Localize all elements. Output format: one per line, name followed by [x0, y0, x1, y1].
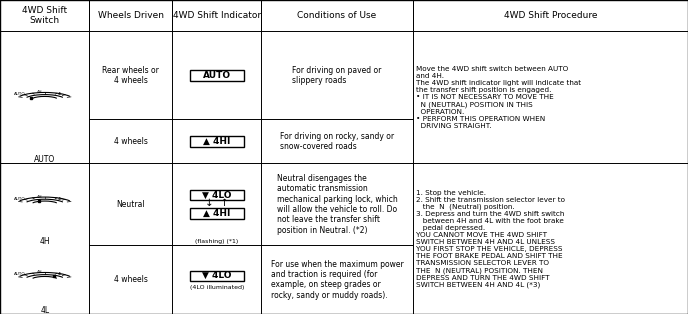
- Text: 4L: 4L: [58, 272, 63, 276]
- Text: Conditions of Use: Conditions of Use: [297, 11, 377, 20]
- Text: Wheels Driven: Wheels Driven: [98, 11, 164, 20]
- Text: (flashing) (*1): (flashing) (*1): [195, 239, 238, 244]
- Text: ▲ 4HI: ▲ 4HI: [203, 209, 230, 218]
- Text: AUTO: AUTO: [203, 71, 230, 80]
- Text: 4H: 4H: [36, 270, 42, 274]
- Text: ▼ 4LO: ▼ 4LO: [202, 271, 231, 280]
- Bar: [190, 70, 244, 81]
- Text: 4H: 4H: [36, 195, 42, 198]
- Text: Neutral disengages the
automatic transmission
mechanical parking lock, which
wil: Neutral disengages the automatic transmi…: [277, 174, 398, 235]
- Text: (4LO illuminated): (4LO illuminated): [189, 285, 244, 290]
- Text: AUTO: AUTO: [14, 272, 25, 276]
- Text: For driving on paved or
slippery roads: For driving on paved or slippery roads: [292, 66, 382, 85]
- Text: 4L: 4L: [58, 197, 63, 201]
- Text: 4H: 4H: [36, 90, 42, 94]
- Text: ▲ 4HI: ▲ 4HI: [203, 137, 230, 146]
- Bar: [190, 208, 244, 219]
- Text: 4WD Shift
Switch: 4WD Shift Switch: [22, 6, 67, 25]
- Text: 4L: 4L: [58, 92, 63, 96]
- Bar: [0, 0, 89, 31]
- Bar: [89, 0, 172, 31]
- Bar: [413, 0, 688, 31]
- Bar: [190, 270, 244, 281]
- Text: For use when the maximum power
and traction is required (for
example, on steep g: For use when the maximum power and tract…: [271, 259, 403, 300]
- Text: ↓  ↑: ↓ ↑: [205, 198, 228, 208]
- Text: 4L: 4L: [40, 306, 50, 315]
- Bar: [172, 0, 261, 31]
- Text: 1. Stop the vehicle.
2. Shift the transmission selector lever to
   the  N  (Neu: 1. Stop the vehicle. 2. Shift the transm…: [416, 190, 566, 288]
- Text: 4WD Shift Procedure: 4WD Shift Procedure: [504, 11, 597, 20]
- Text: AUTO: AUTO: [14, 92, 25, 96]
- Bar: [190, 136, 244, 147]
- Text: ▼ 4LO: ▼ 4LO: [202, 191, 231, 199]
- Bar: [261, 0, 413, 31]
- Text: Rear wheels or
4 wheels: Rear wheels or 4 wheels: [103, 66, 159, 85]
- Text: 4 wheels: 4 wheels: [114, 275, 148, 284]
- Text: 4H: 4H: [39, 237, 50, 246]
- Text: For driving on rocky, sandy or
snow-covered roads: For driving on rocky, sandy or snow-cove…: [280, 132, 394, 151]
- Text: AUTO: AUTO: [34, 155, 55, 164]
- Text: Move the 4WD shift switch between AUTO
and 4H.
The 4WD shift indicator light wil: Move the 4WD shift switch between AUTO a…: [416, 66, 581, 129]
- Text: Neutral: Neutral: [116, 200, 145, 209]
- Bar: [190, 190, 244, 200]
- Text: 4WD Shift Indicator: 4WD Shift Indicator: [173, 11, 261, 20]
- Text: 4 wheels: 4 wheels: [114, 137, 148, 146]
- Text: AUTO: AUTO: [14, 197, 25, 201]
